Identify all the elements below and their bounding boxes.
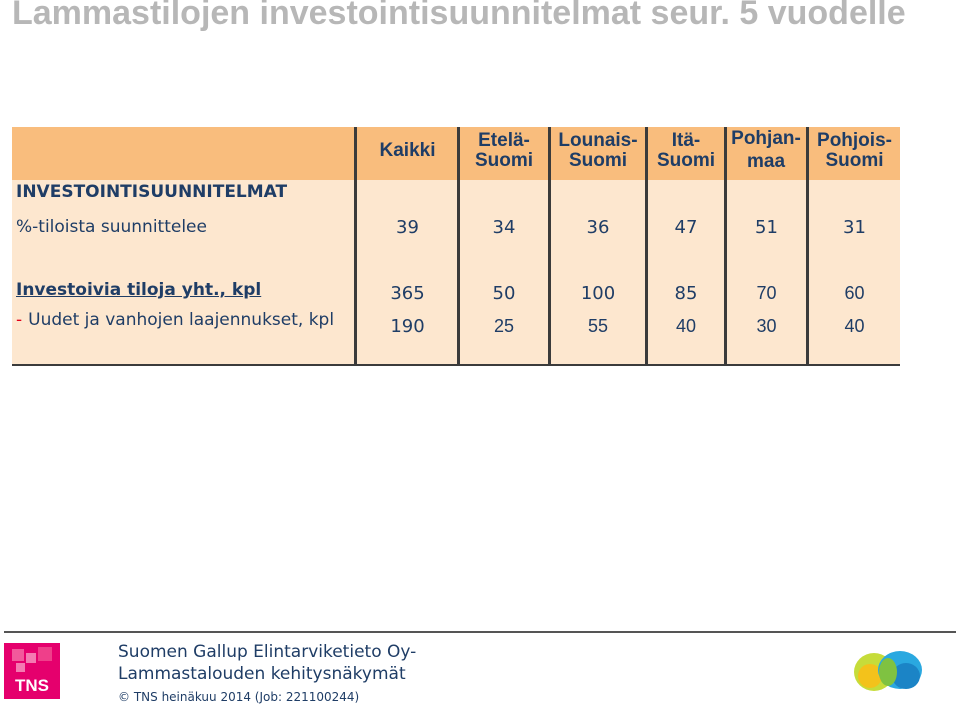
tns-logo-text: TNS [15,676,49,695]
column-header-pohjanmaa: Pohjan- maa [731,128,801,172]
column-divider [806,127,809,366]
table-cell: 36 [586,217,610,238]
table-cell: 55 [587,316,609,336]
table-cell: 31 [843,217,866,238]
table-cell: 50 [492,283,516,304]
table-cell: 39 [396,217,419,238]
column-header-ita-suomi: Itä- Suomi [656,130,716,171]
column-divider [724,127,727,366]
copyright-icon: © [118,690,130,704]
row-label-investing-farms: Investoivia tiloja yht., kpl [16,280,262,300]
section-label: INVESTOINTISUUNNITELMAT [16,182,288,202]
footer-company: Suomen Gallup Elintarviketieto Oy- Lamma… [118,642,417,684]
table-cell: 47 [674,217,698,238]
column-divider [354,127,357,366]
table-cell: 40 [675,316,697,336]
column-header-etela-suomi: Etelä- Suomi [474,130,534,171]
footer-divider [4,631,956,633]
column-header-lounais-suomi: Lounais- Suomi [558,130,638,171]
table-cell: 40 [844,316,865,336]
row-label-new-and-extensions: - Uudet ja vanhojen laajennukset, kpl [16,310,335,330]
table-cell: 30 [756,316,777,336]
table-cell: 190 [390,316,425,337]
column-header-pohjois-suomi: Pohjois- Suomi [817,130,892,171]
column-divider [457,127,460,366]
table-cell: 100 [580,283,616,304]
column-header-kaikki: Kaikki [379,140,436,161]
table-cell: 60 [844,283,865,303]
tns-logo: TNS [4,643,60,699]
column-divider [548,127,551,366]
leaf-logo-icon [854,651,922,691]
table-header-band [12,127,900,180]
column-divider [645,127,648,366]
row-dash: - [16,310,23,330]
page-title: Lammastilojen investointisuunnitelmat se… [12,0,906,32]
table-cell: 365 [390,283,425,304]
table-cell: 34 [492,217,516,238]
footer-copyright: © TNS heinäkuu 2014 (Job: 221100244) [118,690,360,704]
table-bottom-border [12,364,900,366]
table-cell: 51 [755,217,778,238]
row-label-share-planning: %-tiloista suunnittelee [16,217,207,237]
investment-table: Kaikki Etelä- Suomi Lounais- Suomi Itä- … [12,127,900,366]
table-cell: 25 [493,316,515,336]
tns-logo-pattern-icon [12,647,52,672]
table-cell: 70 [756,283,777,303]
table-cell: 85 [674,283,698,304]
